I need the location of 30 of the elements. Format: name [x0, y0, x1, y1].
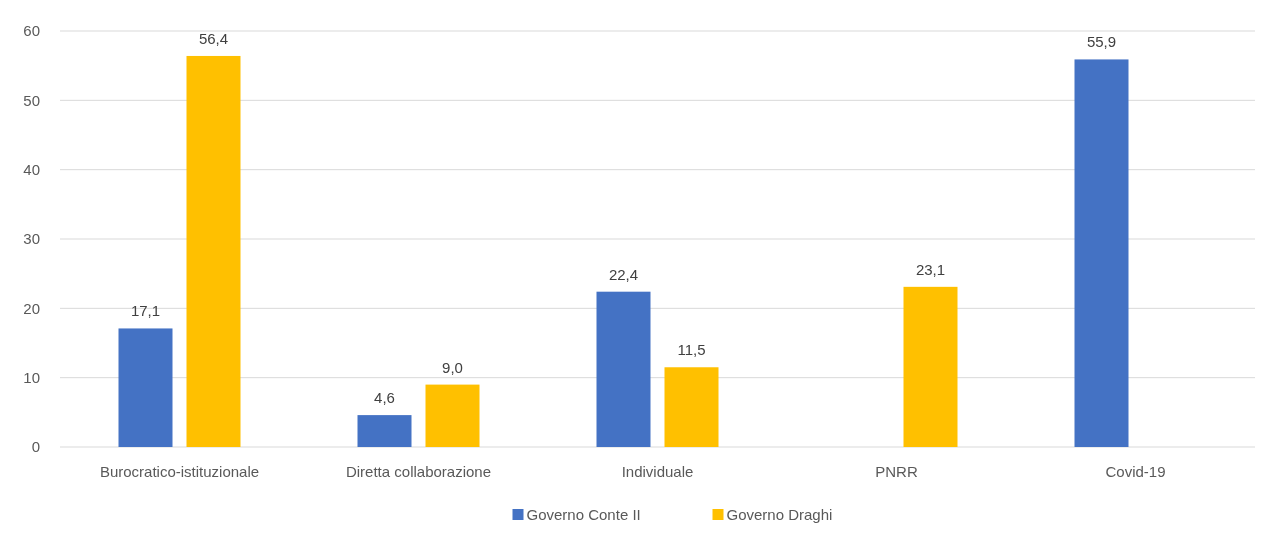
y-tick-label: 60	[23, 22, 40, 40]
y-tick-label: 30	[23, 230, 40, 248]
data-label: 17,1	[130, 302, 161, 320]
x-tick-label: Burocratico-istituzionale	[99, 463, 260, 480]
data-label: 22,4	[608, 265, 639, 283]
x-tick-label: Covid-19	[1105, 463, 1166, 480]
data-label: 56,4	[198, 29, 229, 47]
bar	[664, 367, 719, 447]
x-tick-label: Diretta collaborazione	[345, 463, 492, 480]
bar	[118, 328, 173, 447]
bar	[903, 286, 958, 447]
bar	[357, 415, 412, 447]
bar	[596, 291, 651, 447]
data-label: 9,0	[442, 358, 463, 376]
x-tick-label: Individuale	[621, 463, 694, 480]
bar	[186, 55, 241, 447]
y-tick-label: 10	[23, 368, 40, 386]
data-label: 55,9	[1086, 33, 1117, 51]
data-label: 11,5	[677, 341, 706, 359]
data-label: 4,6	[374, 389, 395, 407]
data-label: 23,1	[915, 260, 946, 278]
y-tick-label: 0	[31, 438, 40, 456]
y-tick-label: 50	[23, 91, 40, 109]
legend-label: Governo Draghi	[726, 506, 833, 523]
y-tick-label: 40	[23, 160, 40, 178]
legend-label: Governo Conte II	[526, 506, 641, 523]
bar	[1074, 59, 1129, 447]
x-tick-label: PNRR	[875, 463, 918, 480]
bar	[425, 384, 480, 447]
y-tick-label: 20	[23, 299, 40, 317]
